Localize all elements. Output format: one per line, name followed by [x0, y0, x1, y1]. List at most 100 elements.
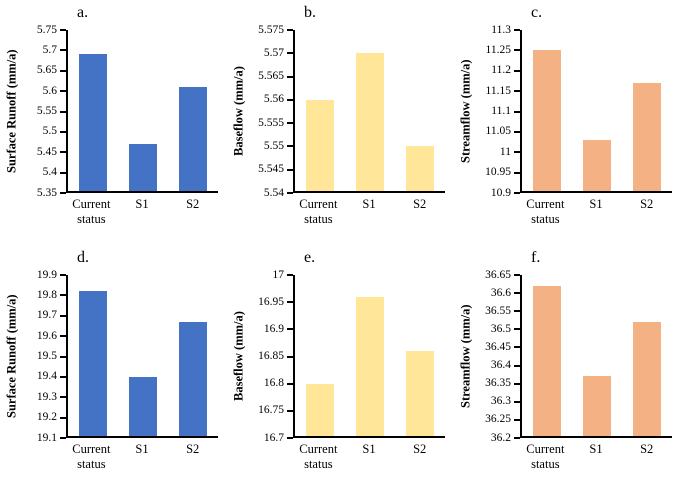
bar-slot	[622, 275, 672, 438]
y-tick-mark	[287, 29, 293, 31]
y-tick-mark	[514, 192, 520, 194]
bars	[522, 275, 672, 438]
y-tick-label: 5.57	[263, 46, 284, 59]
chart-panel-c: c. Streamflow (mm/a) 10.9 10.95 11 11.05 11.1 1…	[454, 0, 680, 245]
bar-s1	[582, 376, 612, 438]
y-axis-title: Baseflow (mm/a)	[231, 311, 246, 401]
bar-slot	[345, 275, 395, 438]
panel-letter: f.	[531, 249, 541, 266]
y-tick-mark	[287, 409, 293, 412]
y-tick-mark	[514, 418, 520, 421]
y-axis-line	[66, 275, 68, 438]
y-tick-mark	[60, 437, 66, 439]
y-tick-mark	[514, 130, 520, 133]
y-tick-mark	[287, 52, 293, 55]
y-tick-mark	[514, 151, 520, 154]
bar-slot	[395, 30, 445, 193]
y-tick-label: 5.6	[42, 84, 57, 97]
x-category-label: S2	[413, 197, 427, 211]
plot-area: 10.9 10.95 11 11.05 11.1 11.15 11.2 11.25 11.3	[485, 24, 672, 198]
bar-slot	[168, 30, 218, 193]
x-category-label: S1	[135, 442, 149, 456]
x-axis-line	[293, 191, 445, 193]
x-category-label: Current status	[526, 197, 565, 226]
y-tick-label: 5.65	[36, 64, 57, 76]
bar-s2	[178, 321, 208, 438]
y-tick-label: 5.565	[258, 69, 284, 82]
y-tick-label: 5.4	[42, 165, 57, 178]
x-axis-line	[520, 191, 672, 193]
y-tick-label: 11	[499, 145, 511, 158]
y-tick-mark	[287, 301, 293, 304]
y-tick-label: 5.56	[263, 93, 284, 106]
x-category-label: S1	[362, 197, 376, 211]
x-axis-labels: Current status S1 S2	[520, 197, 672, 227]
x-category-label: S2	[186, 197, 200, 211]
bar-current-status	[532, 285, 562, 438]
y-tick-mark	[60, 110, 66, 113]
y-tick-label: 16.85	[258, 349, 284, 362]
y-tick-label: 11.05	[485, 125, 511, 138]
bar-slot	[295, 30, 345, 193]
bar-slot	[522, 275, 572, 438]
bars	[68, 30, 218, 193]
y-tick-mark	[287, 192, 293, 194]
bars	[68, 275, 218, 438]
y-axis-title: Baseflow (mm/a)	[231, 66, 246, 156]
y-tick-label: 19.2	[36, 410, 57, 423]
x-axis-labels: Current status S1 S2	[293, 442, 445, 472]
bar-s1	[582, 140, 612, 193]
y-tick-mark	[60, 355, 66, 358]
y-tick-label: 19.9	[36, 268, 57, 281]
y-tick-label: 19.4	[36, 370, 57, 383]
x-category-label: Current status	[299, 197, 338, 226]
y-tick-mark	[514, 29, 520, 31]
x-category-label: S1	[589, 442, 603, 456]
y-tick-mark	[514, 310, 520, 313]
y-tick-mark	[287, 168, 293, 171]
y-axis-line	[520, 30, 522, 193]
x-axis-line	[66, 191, 218, 193]
bar-s2	[178, 87, 208, 193]
y-tick-label: 36.5	[490, 322, 511, 335]
y-tick-label: 5.555	[258, 116, 284, 129]
y-tick-label: 36.2	[490, 431, 511, 444]
y-tick-label: 11.2	[491, 64, 511, 76]
x-category-label: S2	[640, 442, 654, 456]
y-axis-title: Streamflow (mm/a)	[458, 304, 473, 408]
y-tick-label: 5.55	[36, 104, 57, 117]
bar-slot	[572, 275, 622, 438]
chart-panel-e: e. Baseflow (mm/a) 16.7 16.75 16.8 16.85 16.9 1…	[227, 245, 454, 489]
y-tick-mark	[287, 122, 293, 125]
bar-slot	[118, 275, 168, 438]
plot-area: 36.2 36.25 36.3 36.35 36.4 36.45 36.5 36.55 36.6…	[485, 269, 672, 443]
y-tick-label: 5.5	[42, 125, 57, 138]
y-tick-mark	[287, 382, 293, 385]
x-category-label: S1	[135, 197, 149, 211]
y-tick-label: 36.6	[490, 286, 511, 299]
panel-letter: a.	[77, 4, 89, 21]
bar-current-status	[305, 383, 335, 438]
bar-slot	[345, 30, 395, 193]
bar-current-status	[532, 50, 562, 193]
y-tick-mark	[514, 382, 520, 385]
y-tick-label: 19.5	[36, 349, 57, 362]
y-tick-label: 16.95	[258, 295, 284, 308]
y-tick-label: 5.54	[263, 186, 284, 199]
y-tick-label: 19.3	[36, 390, 57, 403]
bar-slot	[572, 30, 622, 193]
y-tick-mark	[60, 335, 66, 338]
x-axis-line	[293, 436, 445, 438]
x-category-label: S1	[362, 442, 376, 456]
bars	[522, 30, 672, 193]
y-tick-label: 36.25	[485, 413, 511, 426]
y-tick-label: 5.35	[36, 186, 57, 199]
x-category-label: Current status	[72, 197, 111, 226]
bar-s2	[632, 82, 662, 193]
y-axis-line	[293, 275, 295, 438]
chart-panel-f: f. Streamflow (mm/a) 36.2 36.25 36.3 36.35 36.…	[454, 245, 680, 489]
y-tick-label: 36.45	[485, 340, 511, 353]
y-tick-label: 5.575	[258, 23, 284, 36]
y-tick-label: 16.9	[263, 322, 284, 335]
y-tick-label: 5.45	[36, 145, 57, 158]
